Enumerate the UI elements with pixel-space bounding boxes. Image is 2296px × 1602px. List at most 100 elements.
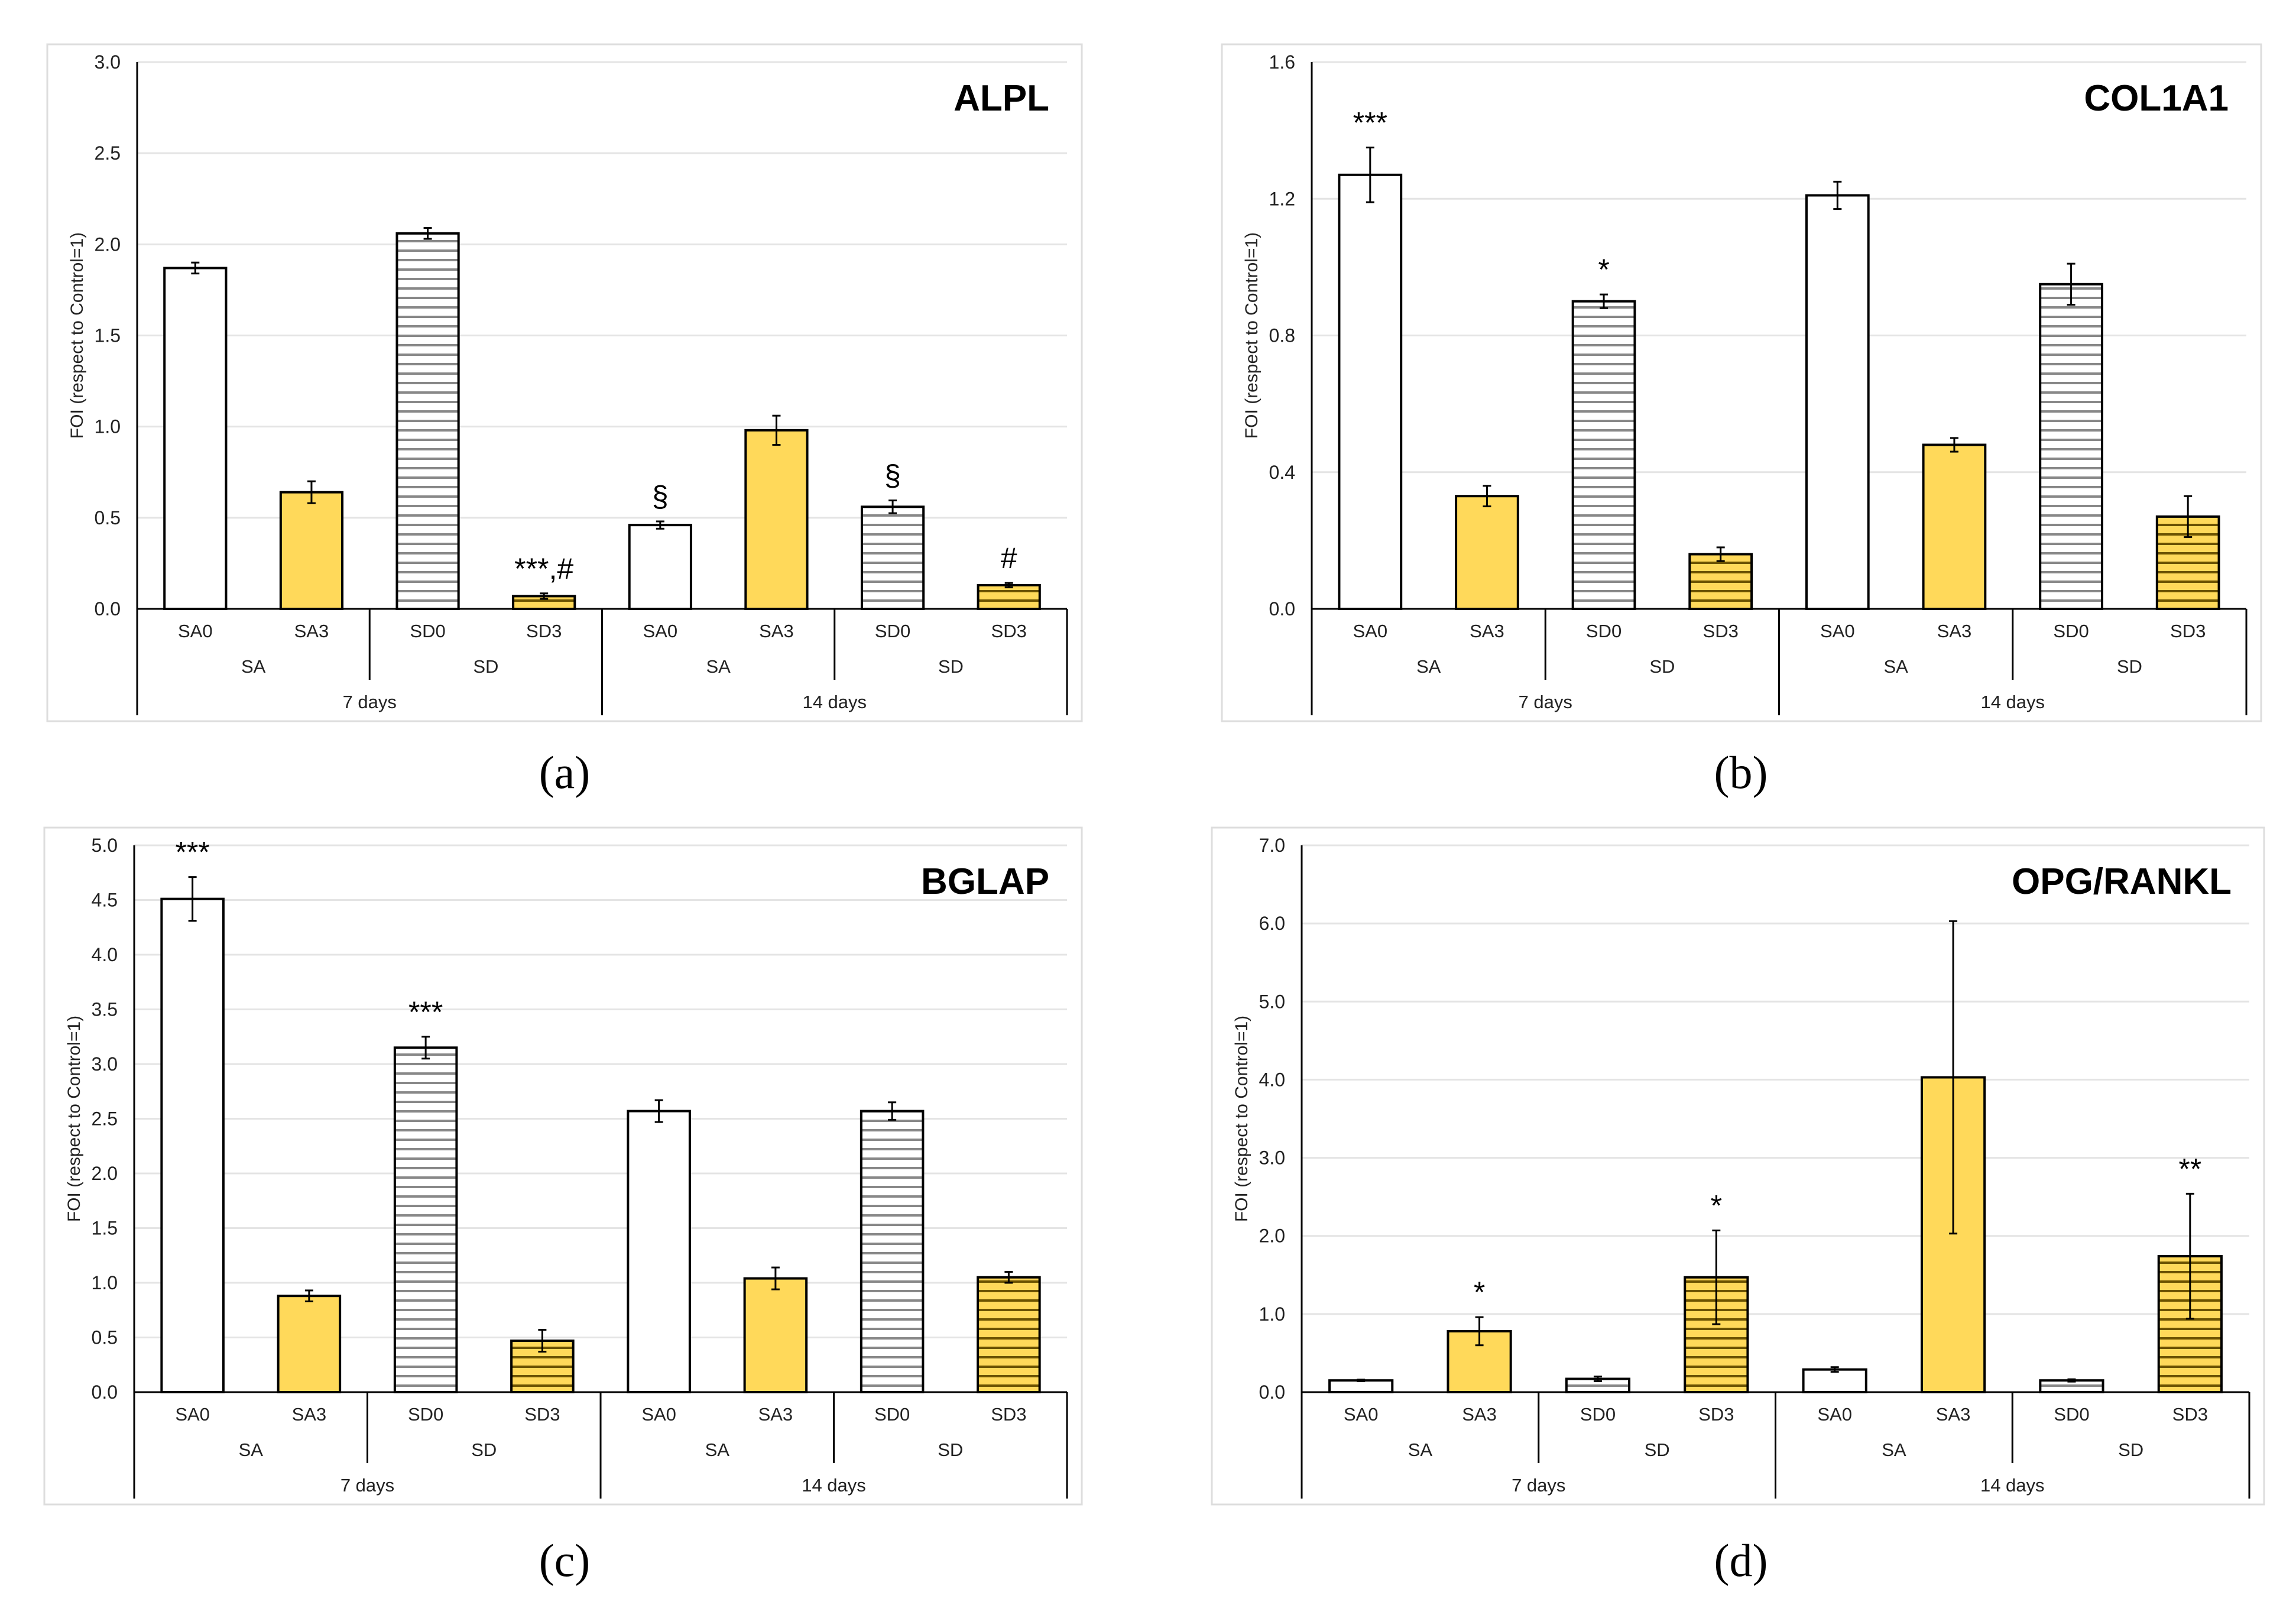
bar-sa3 xyxy=(1455,495,1519,610)
y-tick-label: 3.0 xyxy=(1259,1147,1285,1169)
y-tick-label: 0.0 xyxy=(1259,1382,1285,1403)
bar-sa3 xyxy=(1922,443,1987,610)
group-label: SA xyxy=(1883,656,1908,677)
y-axis-title: FOI (respect to Control=1) xyxy=(64,1016,84,1222)
bar-sa3 xyxy=(277,1295,342,1393)
day-label: 14 days xyxy=(802,692,867,712)
bar-sd3 xyxy=(1688,553,1753,610)
y-tick-label: 3.5 xyxy=(92,999,118,1020)
chart-title: BGLAP xyxy=(921,861,1049,902)
x-tick-label: SD3 xyxy=(991,1404,1026,1425)
y-tick-label: 2.0 xyxy=(1259,1225,1285,1247)
group-label: SA xyxy=(1408,1439,1433,1460)
bar-sa3 xyxy=(279,491,344,611)
bar-sa3 xyxy=(743,1277,808,1394)
y-tick-label: 5.0 xyxy=(92,835,118,856)
day-label: 7 days xyxy=(1512,1475,1565,1496)
significance-label: *** xyxy=(175,836,209,869)
x-tick-label: SD3 xyxy=(526,621,562,641)
day-label: 7 days xyxy=(343,692,397,712)
chart-panel-opg-rankl: 0.0 1.0 2.0 3.0 4.0 5.0 6.0 7.0 FOI (respect to … xyxy=(1211,826,2265,1506)
x-tick-label: SA0 xyxy=(1820,621,1855,641)
chart-title: COL1A1 xyxy=(2084,78,2229,119)
bar-sa0 xyxy=(160,897,225,1393)
y-tick-label: 0.5 xyxy=(95,507,121,528)
x-tick-label: SA3 xyxy=(1936,1404,1971,1425)
group-label: SA xyxy=(705,1439,730,1460)
y-tick-label: 4.5 xyxy=(92,890,118,911)
caption-d: (d) xyxy=(1714,1535,1768,1586)
y-tick-label: 0.4 xyxy=(1269,462,1295,483)
x-tick-label: SD3 xyxy=(1698,1404,1734,1425)
bar-sd3 xyxy=(977,1276,1041,1393)
y-tick-label: 4.0 xyxy=(1259,1069,1285,1090)
caption-a: (a) xyxy=(539,747,591,798)
y-axis-title: FOI (respect to Control=1) xyxy=(67,232,87,439)
bar-sa0 xyxy=(1805,194,1870,610)
y-tick-label: 4.0 xyxy=(92,944,118,965)
day-label: 14 days xyxy=(1980,1475,2045,1496)
y-tick-label: 3.0 xyxy=(92,1053,118,1075)
x-tick-label: SD3 xyxy=(524,1404,560,1425)
chart-panel-alpl: 0.0 0.5 1.0 1.5 2.0 2.5 3.0 FOI (respect to Con… xyxy=(46,43,1083,722)
group-label: SD xyxy=(2117,656,2142,677)
bar-sd0 xyxy=(2039,283,2103,610)
x-tick-label: SA0 xyxy=(641,1404,676,1425)
bar-sd0 xyxy=(860,1110,925,1394)
y-tick-label: 1.5 xyxy=(95,325,121,346)
group-label: SD xyxy=(938,1439,963,1460)
x-tick-label: SD0 xyxy=(410,621,445,641)
significance-label: *** xyxy=(1353,106,1387,140)
significance-label: * xyxy=(1474,1276,1485,1309)
bar-sd3 xyxy=(1684,1276,1749,1393)
x-tick-label: SA0 xyxy=(643,621,678,641)
x-tick-label: SD0 xyxy=(1586,621,1622,641)
y-tick-label: 7.0 xyxy=(1259,835,1285,856)
group-label: SA xyxy=(1882,1439,1906,1460)
y-tick-label: 1.6 xyxy=(1269,51,1295,73)
caption-c: (c) xyxy=(539,1535,591,1586)
y-axis-title: FOI (respect to Control=1) xyxy=(1232,1016,1251,1222)
chart-title: ALPL xyxy=(954,78,1049,119)
x-tick-label: SD3 xyxy=(991,621,1027,641)
day-label: 7 days xyxy=(340,1475,394,1496)
x-tick-label: SD0 xyxy=(1580,1404,1616,1425)
x-tick-label: SA0 xyxy=(178,621,213,641)
x-tick-label: SA0 xyxy=(1353,621,1388,641)
chart-panel-bglap: 0.0 0.5 1.0 1.5 2.0 2.5 3.0 3.5 4.0 4.5 5.0 FOI (re… xyxy=(43,826,1083,1506)
x-tick-label: SA0 xyxy=(1817,1404,1852,1425)
y-tick-label: 1.5 xyxy=(92,1218,118,1239)
group-label: SA xyxy=(239,1439,264,1460)
panel-frame xyxy=(1211,826,2265,1506)
chart-panel-col1a1: 0.0 0.4 0.8 1.2 1.6 FOI (respect to Control=1… xyxy=(1221,43,2262,722)
y-tick-label: 1.0 xyxy=(95,416,121,437)
x-tick-label: SD3 xyxy=(2172,1404,2208,1425)
x-tick-label: SA3 xyxy=(1470,621,1504,641)
bar-sd0 xyxy=(395,232,460,611)
group-label: SA xyxy=(241,656,266,677)
bar-sa0 xyxy=(163,267,228,610)
x-tick-label: SD0 xyxy=(875,621,910,641)
y-tick-label: 0.0 xyxy=(1269,598,1295,620)
x-tick-label: SA3 xyxy=(1462,1404,1497,1425)
y-tick-label: 2.5 xyxy=(92,1108,118,1130)
x-tick-label: SA3 xyxy=(759,621,794,641)
bar-sa0 xyxy=(627,1110,691,1394)
x-tick-label: SD0 xyxy=(408,1404,443,1425)
group-label: SD xyxy=(473,656,498,677)
x-tick-label: SA3 xyxy=(292,1404,327,1425)
y-tick-label: 0.8 xyxy=(1269,325,1295,346)
bar-sd0 xyxy=(1571,300,1636,610)
x-tick-label: SA3 xyxy=(294,621,329,641)
y-tick-label: 2.0 xyxy=(95,234,121,255)
day-label: 14 days xyxy=(802,1475,866,1496)
bar-sa0 xyxy=(1338,173,1403,610)
x-tick-label: SD3 xyxy=(2170,621,2206,641)
y-tick-label: 2.5 xyxy=(95,142,121,164)
group-label: SD xyxy=(471,1439,497,1460)
group-label: SD xyxy=(1649,656,1675,677)
y-tick-label: 0.5 xyxy=(92,1327,118,1348)
bar-sd0 xyxy=(393,1046,458,1393)
significance-label: * xyxy=(1711,1189,1722,1222)
